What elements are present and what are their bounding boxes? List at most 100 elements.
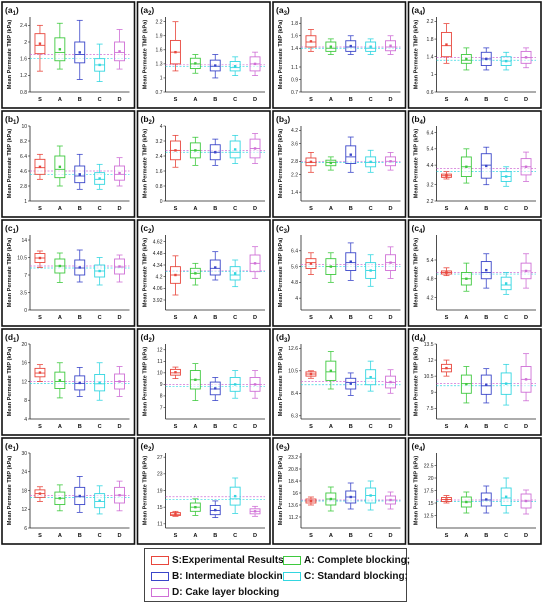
x-tick-label: A <box>193 315 197 321</box>
box-C <box>500 363 512 406</box>
box-D <box>385 35 396 55</box>
x-tick-label: B <box>484 315 488 321</box>
x-tick-label: S <box>309 424 313 430</box>
x-tick-label: B <box>213 424 217 430</box>
y-tick-label: 12 <box>157 348 163 354</box>
box-mean-marker <box>78 173 81 176</box>
x-tick-label: D <box>524 315 528 321</box>
x-tick-label: S <box>445 424 449 430</box>
box-C <box>365 38 377 55</box>
box-mean-marker <box>389 261 392 264</box>
y-tick-label: 7 <box>24 273 27 279</box>
panel-label: (d3) <box>276 332 290 344</box>
y-axis-label: Mean Permeate TMP (kPa) <box>7 347 13 417</box>
box-mean-marker <box>174 512 177 516</box>
y-tick-label: 4.2 <box>291 128 298 134</box>
box-D <box>114 480 125 512</box>
x-tick-label: B <box>78 533 82 539</box>
box-C <box>94 362 106 401</box>
y-tick-label: 4.6 <box>20 169 27 175</box>
box-C <box>94 163 106 190</box>
x-tick-label: D <box>253 315 257 321</box>
legend-label-d: D: Cake layer blocking <box>172 586 280 598</box>
box-mean-marker <box>233 148 237 151</box>
x-tick-label: S <box>38 97 42 103</box>
box-mean-marker <box>78 494 81 498</box>
y-axis-label: Mean Permeate TMP (kPa) <box>143 238 149 308</box>
box-mean-marker <box>329 369 333 372</box>
y-tick-label: 2 <box>24 40 27 46</box>
y-tick-label: 4.62 <box>153 239 163 245</box>
y-axis-label: Mean Permeate TMP (kPa) <box>7 20 13 90</box>
y-axis-label: Mean Permeate TMP (kPa) <box>7 456 13 526</box>
x-tick-label: C <box>98 315 102 321</box>
y-tick-label: 2.8 <box>291 159 298 165</box>
panel-frame <box>1 437 136 545</box>
x-tick-label: D <box>253 424 257 430</box>
x-tick-label: S <box>445 97 449 103</box>
y-tick-label: 7 <box>160 405 163 411</box>
box-mean-marker <box>309 372 313 376</box>
panel-frame <box>1 1 136 109</box>
y-tick-label: 8 <box>160 394 163 400</box>
box-mean-marker <box>329 161 333 165</box>
legend-label-b: B: Intermediate blocking; <box>172 570 293 582</box>
x-tick-label: D <box>118 206 122 212</box>
box-B <box>209 138 221 166</box>
box-C <box>229 259 241 288</box>
y-tick-label: 16 <box>292 491 298 497</box>
box-mean-marker <box>253 383 257 386</box>
y-axis-label: Mean Permeate TMP (kPa) <box>7 129 13 199</box>
box-mean-marker <box>329 265 333 268</box>
x-tick-label: D <box>389 533 393 539</box>
box-D <box>114 29 125 70</box>
x-tick-label: D <box>524 424 528 430</box>
box-mean-marker <box>389 498 392 502</box>
x-tick-label: B <box>213 533 217 539</box>
panel-a1: (a1) Mean Permeate TMP (kPa) 0.8 1.2 1.6 2 2.4… <box>1 1 136 109</box>
x-tick-label: A <box>464 533 468 539</box>
y-tick-label: 20 <box>21 342 27 348</box>
y-tick-label: 4.8 <box>427 277 434 283</box>
y-tick-label: 8.4 <box>291 391 298 397</box>
y-axis-label: Mean Permeate TMP (kPa) <box>143 456 149 526</box>
y-axis-label: Mean Permeate TMP (kPa) <box>278 129 284 199</box>
y-tick-label: 22.5 <box>424 463 434 469</box>
x-tick-label: A <box>329 533 333 539</box>
box-B <box>480 368 492 404</box>
x-tick-label: S <box>309 533 313 539</box>
box-A <box>460 47 472 71</box>
panel-frame <box>407 110 542 218</box>
box-mean-marker <box>524 56 528 59</box>
box-mean-marker <box>465 500 468 504</box>
y-axis-label: Mean Permeate TMP (kPa) <box>414 20 420 90</box>
box-mean-marker <box>38 492 42 495</box>
y-axis-label: Mean Permeate TMP (kPa) <box>143 129 149 199</box>
x-tick-label: C <box>504 206 508 212</box>
box-B <box>345 372 357 396</box>
box-mean-marker <box>233 272 237 275</box>
box-C <box>365 254 377 287</box>
panel-frame <box>272 328 407 436</box>
y-tick-label: 8.2 <box>20 139 27 145</box>
y-tick-label: 20.8 <box>288 467 298 473</box>
x-tick-label: A <box>58 315 62 321</box>
y-tick-label: 6.4 <box>20 154 27 160</box>
y-tick-label: 4.48 <box>153 251 163 257</box>
panel-label: (c3) <box>276 223 290 235</box>
box-mean-marker <box>98 63 101 67</box>
panel-b3: (b3) Mean Permeate TMP (kPa) 1.4 2.2 2.8 3.6 4… <box>272 110 407 218</box>
y-tick-label: 9 <box>160 382 163 388</box>
y-tick-label: 24 <box>21 470 27 476</box>
box-B <box>345 136 357 173</box>
y-axis-label: Mean Permeate TMP (kPa) <box>278 347 284 417</box>
x-tick-label: D <box>253 533 257 539</box>
x-tick-label: S <box>174 315 178 321</box>
box-D <box>520 151 532 182</box>
box-C <box>229 370 241 399</box>
x-tick-label: A <box>464 315 468 321</box>
box-B <box>74 367 86 397</box>
box-mean-marker <box>349 382 352 385</box>
box-mean-marker <box>174 371 177 374</box>
